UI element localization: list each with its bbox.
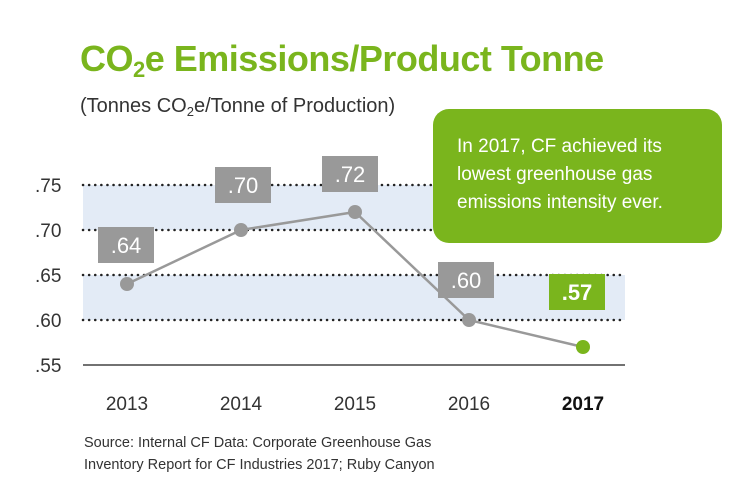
x-tick-label: 2013	[106, 394, 148, 415]
callout-box: In 2017, CF achieved its lowest greenhou…	[433, 109, 722, 243]
data-points	[120, 205, 590, 354]
data-label: .57	[562, 280, 593, 305]
y-tick-label: .70	[35, 221, 61, 242]
source-note: Source: Internal CF Data: Corporate Gree…	[84, 432, 435, 476]
data-label-box	[549, 274, 605, 310]
data-label-box	[438, 262, 494, 298]
y-tick-label: .55	[35, 356, 61, 377]
data-labels: .64 .70 .72 .60 .57	[98, 156, 605, 310]
source-line-2: Inventory Report for CF Industries 2017;…	[84, 457, 435, 473]
x-tick-label: 2015	[334, 394, 376, 415]
data-point	[462, 313, 476, 327]
data-label-box	[322, 156, 378, 192]
x-tick-label: 2016	[448, 394, 490, 415]
y-axis-ticks: .75 .70 .65 .60 .55	[35, 176, 61, 377]
band-1	[83, 275, 625, 320]
data-label: .64	[111, 233, 142, 258]
data-point	[576, 340, 590, 354]
data-point	[234, 223, 248, 237]
chart-subtitle: (Tonnes CO2e/Tonne of Production)	[80, 95, 396, 119]
data-label: .72	[335, 162, 366, 187]
y-tick-label: .60	[35, 311, 61, 332]
chart-title: CO2e Emissions/Product Tonne	[80, 38, 604, 82]
data-label-box	[215, 167, 271, 203]
x-tick-label: 2017	[562, 394, 604, 415]
data-label: .60	[451, 268, 482, 293]
x-axis-ticks: 2013 2014 2015 2016 2017	[106, 394, 604, 415]
source-line-1: Source: Internal CF Data: Corporate Gree…	[84, 435, 432, 451]
callout-text: In 2017, CF achieved its lowest greenhou…	[457, 136, 663, 213]
data-label-box	[98, 227, 154, 263]
y-tick-label: .65	[35, 266, 61, 287]
x-tick-label: 2014	[220, 394, 263, 415]
data-point	[348, 205, 362, 219]
y-tick-label: .75	[35, 176, 61, 197]
data-point	[120, 277, 134, 291]
data-label: .70	[228, 173, 259, 198]
